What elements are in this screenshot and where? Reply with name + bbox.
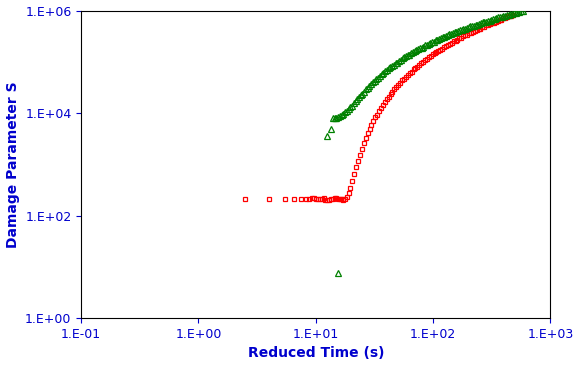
X-axis label: Reduced Time (s): Reduced Time (s) (247, 347, 384, 361)
Y-axis label: Damage Parameter S: Damage Parameter S (6, 81, 20, 248)
